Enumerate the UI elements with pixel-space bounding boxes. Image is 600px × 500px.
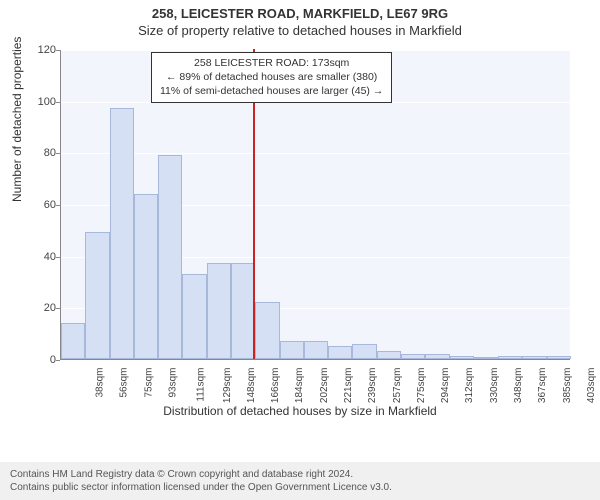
x-tick-label: 221sqm bbox=[343, 368, 354, 404]
x-tick-label: 111sqm bbox=[196, 368, 207, 402]
histogram-bar bbox=[377, 351, 401, 359]
chart-area: Number of detached properties 0204060801… bbox=[0, 42, 600, 440]
histogram-bar bbox=[304, 341, 328, 359]
y-axis-label: Number of detached properties bbox=[10, 37, 24, 202]
page-subtitle: Size of property relative to detached ho… bbox=[0, 23, 600, 38]
plot-area: 258 LEICESTER ROAD: 173sqm ← 89% of deta… bbox=[60, 50, 570, 360]
chart-container: 258, LEICESTER ROAD, MARKFIELD, LE67 9RG… bbox=[0, 0, 600, 500]
x-tick-label: 330sqm bbox=[489, 368, 500, 404]
histogram-bar bbox=[352, 344, 376, 360]
histogram-bar bbox=[450, 356, 474, 359]
x-tick-label: 275sqm bbox=[416, 368, 427, 404]
histogram-bar bbox=[85, 232, 109, 359]
x-tick-label: 166sqm bbox=[270, 368, 281, 404]
histogram-bar bbox=[158, 155, 182, 359]
footer-line1: Contains HM Land Registry data © Crown c… bbox=[10, 468, 590, 481]
histogram-bar bbox=[110, 108, 134, 359]
x-tick-label: 75sqm bbox=[143, 368, 154, 398]
y-tick-label: 100 bbox=[0, 96, 56, 108]
x-tick-label: 294sqm bbox=[440, 368, 451, 404]
y-tick-label: 60 bbox=[0, 199, 56, 211]
x-tick-label: 38sqm bbox=[95, 368, 106, 398]
x-tick-label: 312sqm bbox=[465, 368, 476, 404]
histogram-bar bbox=[207, 263, 231, 359]
histogram-bar bbox=[547, 356, 571, 359]
annotation-line2: ← 89% of detached houses are smaller (38… bbox=[160, 70, 383, 84]
x-tick-label: 93sqm bbox=[168, 368, 179, 398]
page-title: 258, LEICESTER ROAD, MARKFIELD, LE67 9RG bbox=[0, 6, 600, 21]
histogram-bar bbox=[134, 194, 158, 359]
x-axis-label: Distribution of detached houses by size … bbox=[0, 404, 600, 418]
x-tick-label: 367sqm bbox=[537, 368, 548, 404]
histogram-bar bbox=[522, 356, 546, 359]
annotation-line3: 11% of semi-detached houses are larger (… bbox=[160, 84, 383, 98]
gridline bbox=[61, 50, 570, 51]
x-tick-label: 385sqm bbox=[562, 368, 573, 404]
histogram-bar bbox=[61, 323, 85, 359]
y-tick-mark bbox=[56, 360, 60, 361]
y-tick-label: 0 bbox=[0, 354, 56, 366]
histogram-bar bbox=[425, 354, 449, 359]
x-tick-label: 202sqm bbox=[319, 368, 330, 404]
y-tick-label: 120 bbox=[0, 44, 56, 56]
title-block: 258, LEICESTER ROAD, MARKFIELD, LE67 9RG… bbox=[0, 0, 600, 38]
annotation-box: 258 LEICESTER ROAD: 173sqm ← 89% of deta… bbox=[151, 52, 392, 103]
x-tick-label: 56sqm bbox=[119, 368, 130, 398]
histogram-bar bbox=[498, 356, 522, 359]
y-tick-label: 20 bbox=[0, 302, 56, 314]
histogram-bar bbox=[255, 302, 279, 359]
x-tick-label: 239sqm bbox=[367, 368, 378, 404]
histogram-bar bbox=[401, 354, 425, 359]
gridline bbox=[61, 360, 570, 361]
histogram-bar bbox=[182, 274, 206, 359]
x-tick-label: 348sqm bbox=[513, 368, 524, 404]
footer-line2: Contains public sector information licen… bbox=[10, 481, 590, 494]
x-tick-label: 184sqm bbox=[295, 368, 306, 404]
x-tick-label: 257sqm bbox=[392, 368, 403, 404]
y-tick-label: 80 bbox=[0, 147, 56, 159]
histogram-bar bbox=[474, 357, 498, 359]
histogram-bar bbox=[328, 346, 352, 359]
histogram-bar bbox=[280, 341, 304, 359]
x-tick-label: 403sqm bbox=[586, 368, 597, 404]
attribution-footer: Contains HM Land Registry data © Crown c… bbox=[0, 462, 600, 500]
x-tick-label: 148sqm bbox=[246, 368, 257, 404]
gridline bbox=[61, 153, 570, 154]
y-tick-label: 40 bbox=[0, 251, 56, 263]
annotation-line1: 258 LEICESTER ROAD: 173sqm bbox=[160, 56, 383, 70]
x-tick-label: 129sqm bbox=[222, 368, 233, 404]
